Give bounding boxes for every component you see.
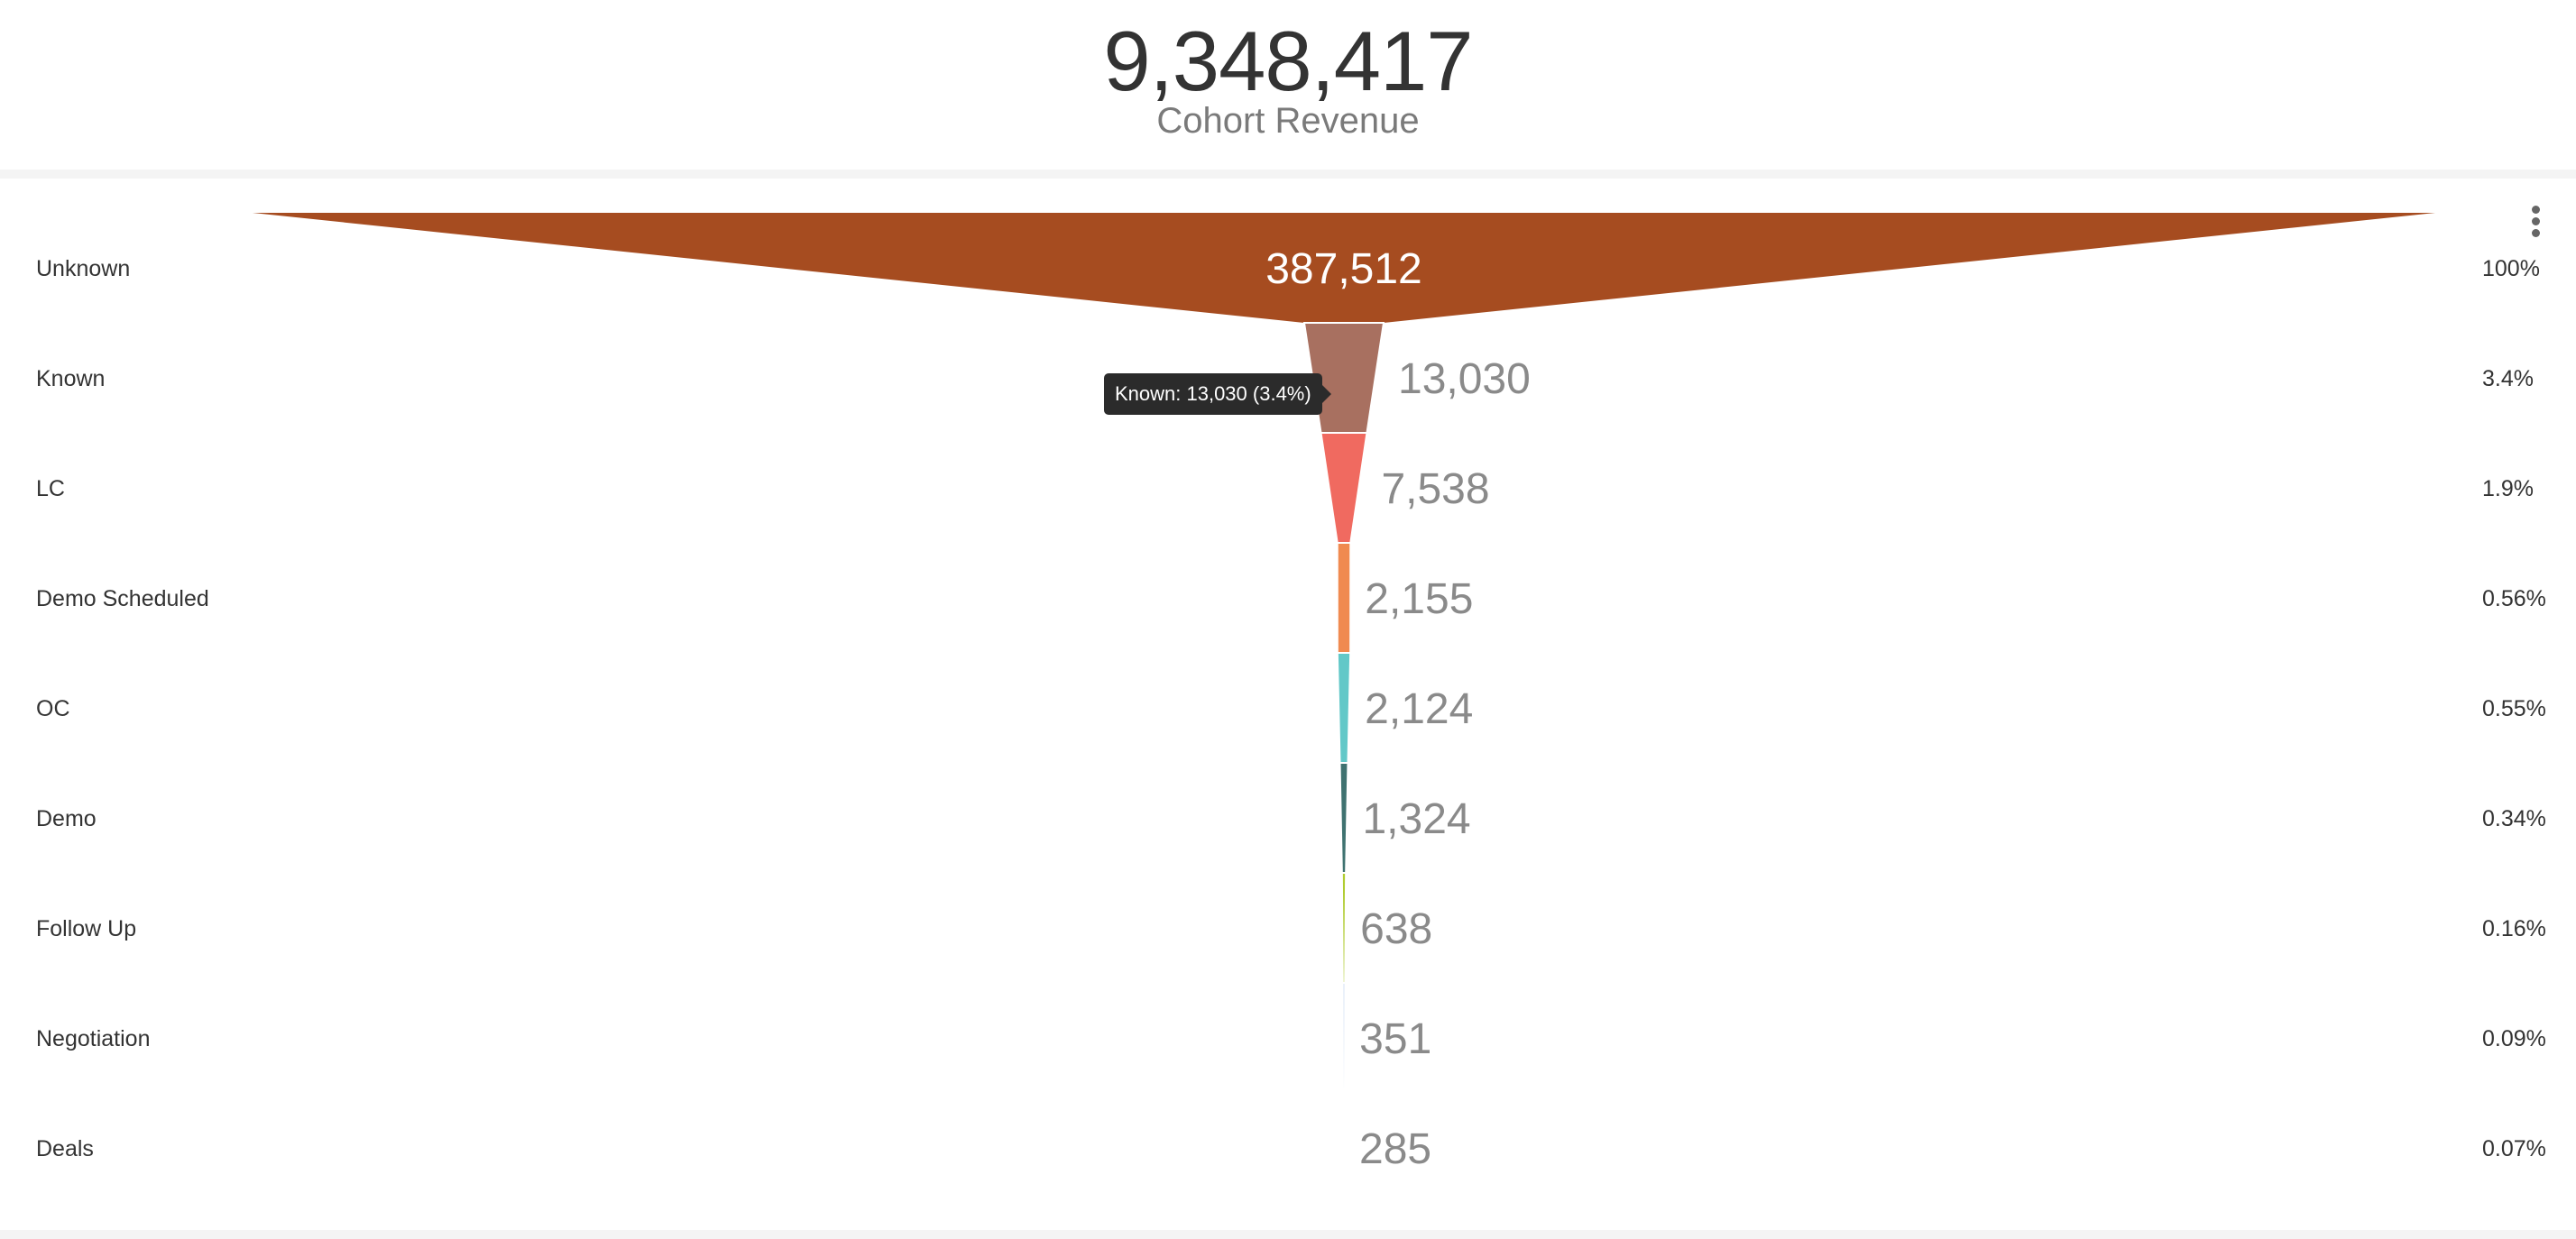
more-options-button[interactable]	[2518, 198, 2554, 242]
value-label: 351	[1359, 1015, 1431, 1063]
category-label: Unknown	[36, 256, 130, 281]
value-label: 2,124	[1365, 685, 1473, 733]
funnel-chart-panel: Unknown 100% 387,512 Known 3.4% 13,030 LC 1.9% 7…	[0, 179, 2576, 1230]
more-vertical-icon-dot	[2532, 229, 2540, 237]
percent-label: 100%	[2482, 256, 2540, 281]
funnel-tooltip: Known: 13,030 (3.4%)	[1104, 373, 1331, 415]
kpi-label: Cohort Revenue	[1156, 101, 1420, 141]
percent-label: 1.9%	[2482, 476, 2534, 501]
value-label: 285	[1359, 1125, 1431, 1173]
funnel-segment-lc[interactable]	[1320, 432, 1368, 544]
percent-label: 0.07%	[2482, 1136, 2546, 1161]
funnel-chart[interactable]: Unknown 100% 387,512 Known 3.4% 13,030 LC 1.9% 7…	[0, 179, 2576, 1230]
category-label: Deals	[36, 1136, 94, 1161]
category-label: LC	[36, 476, 65, 501]
value-label: 387,512	[1265, 245, 1422, 293]
funnel-segment-follow-up[interactable]	[1340, 872, 1348, 984]
category-label: Known	[36, 366, 105, 391]
percent-label: 0.34%	[2482, 806, 2546, 831]
kpi-value: 9,348,417	[1103, 14, 1473, 108]
value-label: 13,030	[1398, 355, 1531, 403]
funnel-segment-deals[interactable]	[1342, 1092, 1346, 1204]
value-label: 638	[1360, 905, 1432, 953]
value-label: 7,538	[1381, 465, 1489, 513]
category-label: Demo Scheduled	[36, 586, 209, 611]
percent-label: 0.55%	[2482, 696, 2546, 721]
more-vertical-icon-dot	[2532, 217, 2540, 225]
value-label: 2,155	[1365, 575, 1473, 623]
percent-label: 3.4%	[2482, 366, 2534, 391]
kpi-panel: 9,348,417 Cohort Revenue	[0, 0, 2576, 170]
more-vertical-icon	[2532, 206, 2540, 214]
category-label: OC	[36, 696, 70, 721]
funnel-segment-demo[interactable]	[1339, 762, 1349, 874]
funnel-segment-demo-scheduled[interactable]	[1336, 542, 1352, 654]
percent-label: 0.09%	[2482, 1026, 2546, 1051]
percent-label: 0.56%	[2482, 586, 2546, 611]
category-label: Demo	[36, 806, 97, 831]
funnel-segment-negotiation[interactable]	[1341, 982, 1347, 1094]
percent-label: 0.16%	[2482, 916, 2546, 941]
category-label: Follow Up	[36, 916, 136, 941]
funnel-segment-oc[interactable]	[1336, 652, 1352, 764]
funnel-segment-unknown[interactable]	[253, 213, 2435, 323]
category-label: Negotiation	[36, 1026, 150, 1051]
value-label: 1,324	[1362, 795, 1470, 843]
